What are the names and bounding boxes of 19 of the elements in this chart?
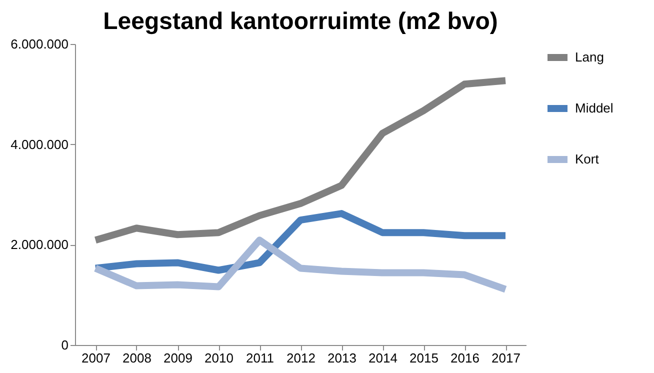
legend-label: Lang xyxy=(575,50,604,64)
legend-label: Middel xyxy=(575,100,614,116)
y-tick-label: 6.000.000 xyxy=(10,36,68,52)
x-tick-label: 2015 xyxy=(410,350,438,366)
x-tick-label: 2007 xyxy=(82,350,110,366)
y-tick-label: 4.000.000 xyxy=(10,136,68,152)
legend-label: Kort xyxy=(575,152,600,166)
y-tick-label: 0 xyxy=(61,338,68,352)
x-tick-label: 2017 xyxy=(492,350,520,366)
x-tick-label: 2014 xyxy=(368,350,398,366)
x-tick-label: 2016 xyxy=(450,350,480,366)
x-tick-label: 2013 xyxy=(328,350,356,366)
x-tick-label: 2011 xyxy=(246,350,274,366)
y-tick-label: 2.000.000 xyxy=(10,237,68,252)
x-tick-label: 2010 xyxy=(204,350,234,366)
x-tick-label: 2012 xyxy=(286,350,316,366)
x-tick-label: 2009 xyxy=(164,350,192,366)
x-tick-label: 2008 xyxy=(122,350,152,366)
chart-title: Leegstand kantoorruimte (m2 bvo) xyxy=(103,8,498,35)
